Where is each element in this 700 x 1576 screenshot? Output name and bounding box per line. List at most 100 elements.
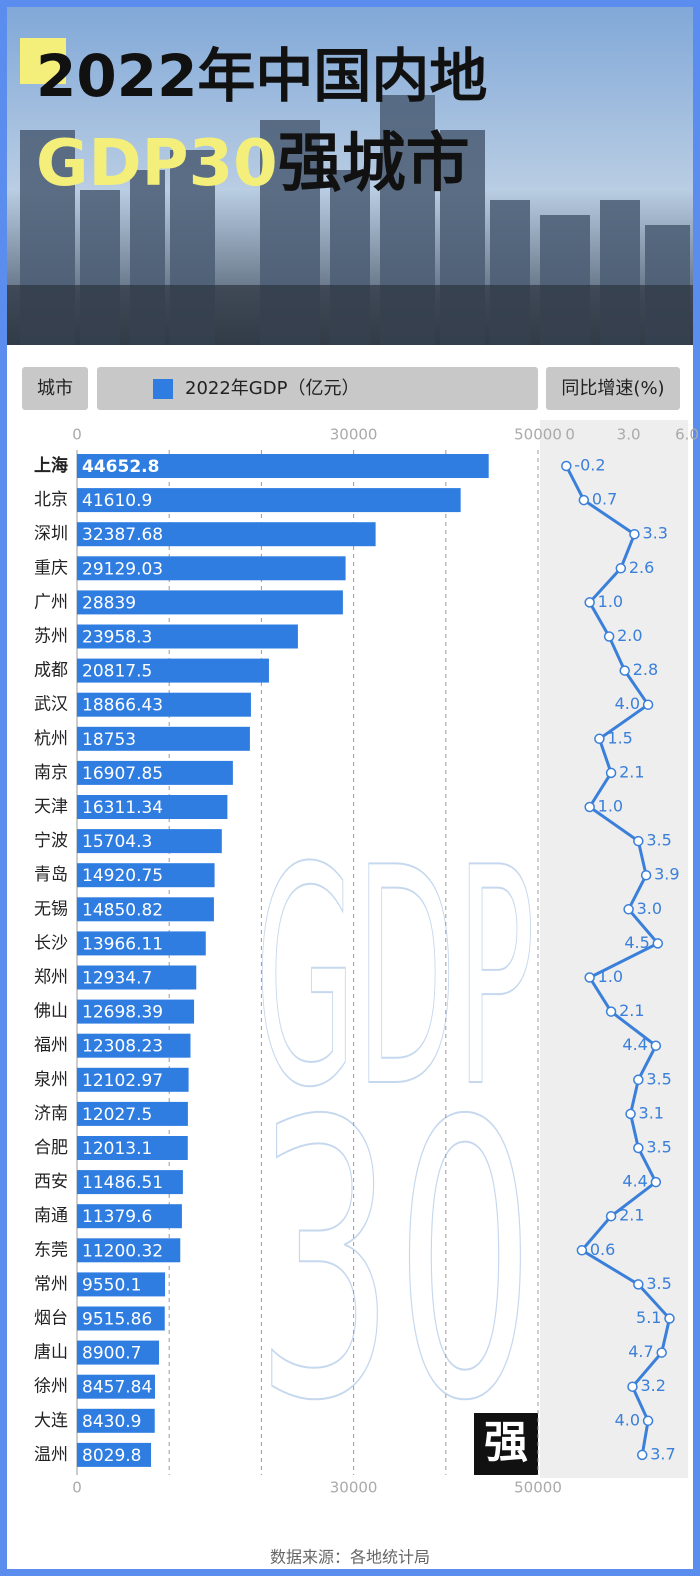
growth-label: 4.0 — [615, 1410, 640, 1429]
value-label: 8029.8 — [82, 1446, 141, 1466]
value-label: 32387.68 — [82, 525, 163, 545]
growth-label: 2.6 — [629, 558, 654, 577]
growth-point — [642, 699, 654, 710]
growth-point — [584, 972, 595, 983]
bar — [77, 454, 489, 478]
bar — [77, 1033, 191, 1058]
bar — [77, 1136, 188, 1160]
category-label: 青岛 — [34, 865, 68, 885]
bar — [77, 1272, 166, 1297]
category-label: 南京 — [34, 763, 68, 783]
title-line2: GDP30强城市 — [36, 127, 470, 201]
growth-label: 3.2 — [640, 1376, 665, 1395]
value-label: 14920.75 — [82, 866, 163, 886]
category-label: 福州 — [34, 1036, 68, 1056]
category-label: 北京 — [34, 490, 68, 510]
bar — [77, 522, 376, 547]
category-label: 宁波 — [34, 831, 68, 851]
growth-label: 3.5 — [646, 1274, 671, 1293]
growth-point — [605, 767, 617, 779]
x-tick-label: 0 — [565, 426, 575, 444]
value-label: 16907.85 — [82, 764, 163, 784]
category-label: 天津 — [34, 797, 68, 817]
x-tick-label: 50000 — [514, 1479, 562, 1497]
category-label: 上海 — [34, 455, 68, 476]
bar — [77, 760, 233, 785]
legend-swatch — [153, 379, 173, 399]
growth-point — [640, 869, 652, 881]
growth-point — [656, 1347, 667, 1358]
growth-point — [584, 801, 595, 813]
bar — [77, 1238, 181, 1263]
bar — [77, 1306, 165, 1331]
growth-point — [625, 1108, 636, 1120]
value-label: 12934.7 — [82, 969, 152, 989]
bar — [77, 1442, 152, 1467]
category-label: 深圳 — [34, 524, 68, 544]
value-label: 14850.82 — [82, 900, 163, 920]
header-cell — [546, 367, 680, 410]
growth-point — [633, 1142, 644, 1154]
bar — [77, 692, 251, 717]
x-tick-label: 6.0 — [675, 426, 699, 444]
bar — [77, 624, 298, 649]
category-label: 常州 — [34, 1274, 68, 1294]
category-label: 烟台 — [34, 1309, 68, 1329]
category-label: 济南 — [34, 1104, 68, 1124]
growth-point — [584, 597, 595, 608]
x-tick-label: 0 — [72, 1479, 82, 1497]
growth-label: 1.5 — [607, 728, 632, 747]
value-label: 18866.43 — [82, 696, 163, 716]
category-label: 苏州 — [34, 627, 68, 647]
category-label: 杭州 — [34, 729, 68, 749]
x-tick-label: 50000 — [514, 426, 562, 444]
title-rest: 强城市 — [278, 127, 470, 201]
growth-point — [652, 938, 664, 949]
growth-point — [633, 1074, 644, 1086]
growth-label: 4.0 — [615, 694, 640, 713]
value-label: 12308.23 — [82, 1037, 163, 1057]
legend-label: 2022年GDP（亿元） — [185, 378, 359, 399]
growth-point — [623, 904, 634, 915]
bar — [77, 1408, 155, 1433]
value-label: 8430.9 — [82, 1412, 141, 1432]
street — [0, 285, 700, 345]
bar — [77, 1204, 182, 1229]
bar — [77, 999, 195, 1024]
growth-label: 2.8 — [633, 660, 658, 679]
bar — [77, 795, 228, 819]
category-label: 泉州 — [34, 1070, 68, 1090]
title-line1: 2022年中国内地 — [36, 42, 487, 110]
badge-text: 强 — [484, 1417, 528, 1468]
watermark-30: 30 — [255, 1041, 535, 1484]
category-header: 城市 — [37, 378, 73, 399]
value-label: 12013.1 — [82, 1139, 152, 1159]
bar — [77, 1067, 189, 1092]
growth-point — [633, 1279, 644, 1290]
bar — [77, 488, 461, 513]
growth-label: 4.4 — [622, 1035, 647, 1054]
value-label: 12027.5 — [82, 1105, 152, 1125]
title-accent — [20, 38, 66, 84]
value-label: 11379.6 — [82, 1207, 152, 1227]
bar — [77, 556, 346, 581]
bar — [77, 897, 214, 922]
category-label: 成都 — [34, 661, 68, 681]
category-label: 合肥 — [34, 1138, 68, 1158]
category-label: 重庆 — [34, 558, 68, 578]
bar — [77, 590, 343, 615]
growth-line — [564, 465, 672, 1456]
value-label: 44652.8 — [82, 457, 159, 477]
growth-point — [619, 665, 630, 676]
value-label: 11486.51 — [82, 1173, 163, 1193]
bar — [77, 1170, 183, 1195]
growth-label: 4.5 — [624, 933, 649, 952]
growth-label: 5.1 — [636, 1308, 661, 1327]
badge — [474, 1413, 538, 1475]
source: 数据来源：各地统计局 — [270, 1548, 430, 1567]
growth-label: 2.1 — [619, 1001, 644, 1020]
growth-header: 同比增速(%) — [561, 378, 664, 399]
growth-label: 2.0 — [617, 626, 642, 645]
category-label: 郑州 — [34, 968, 68, 988]
